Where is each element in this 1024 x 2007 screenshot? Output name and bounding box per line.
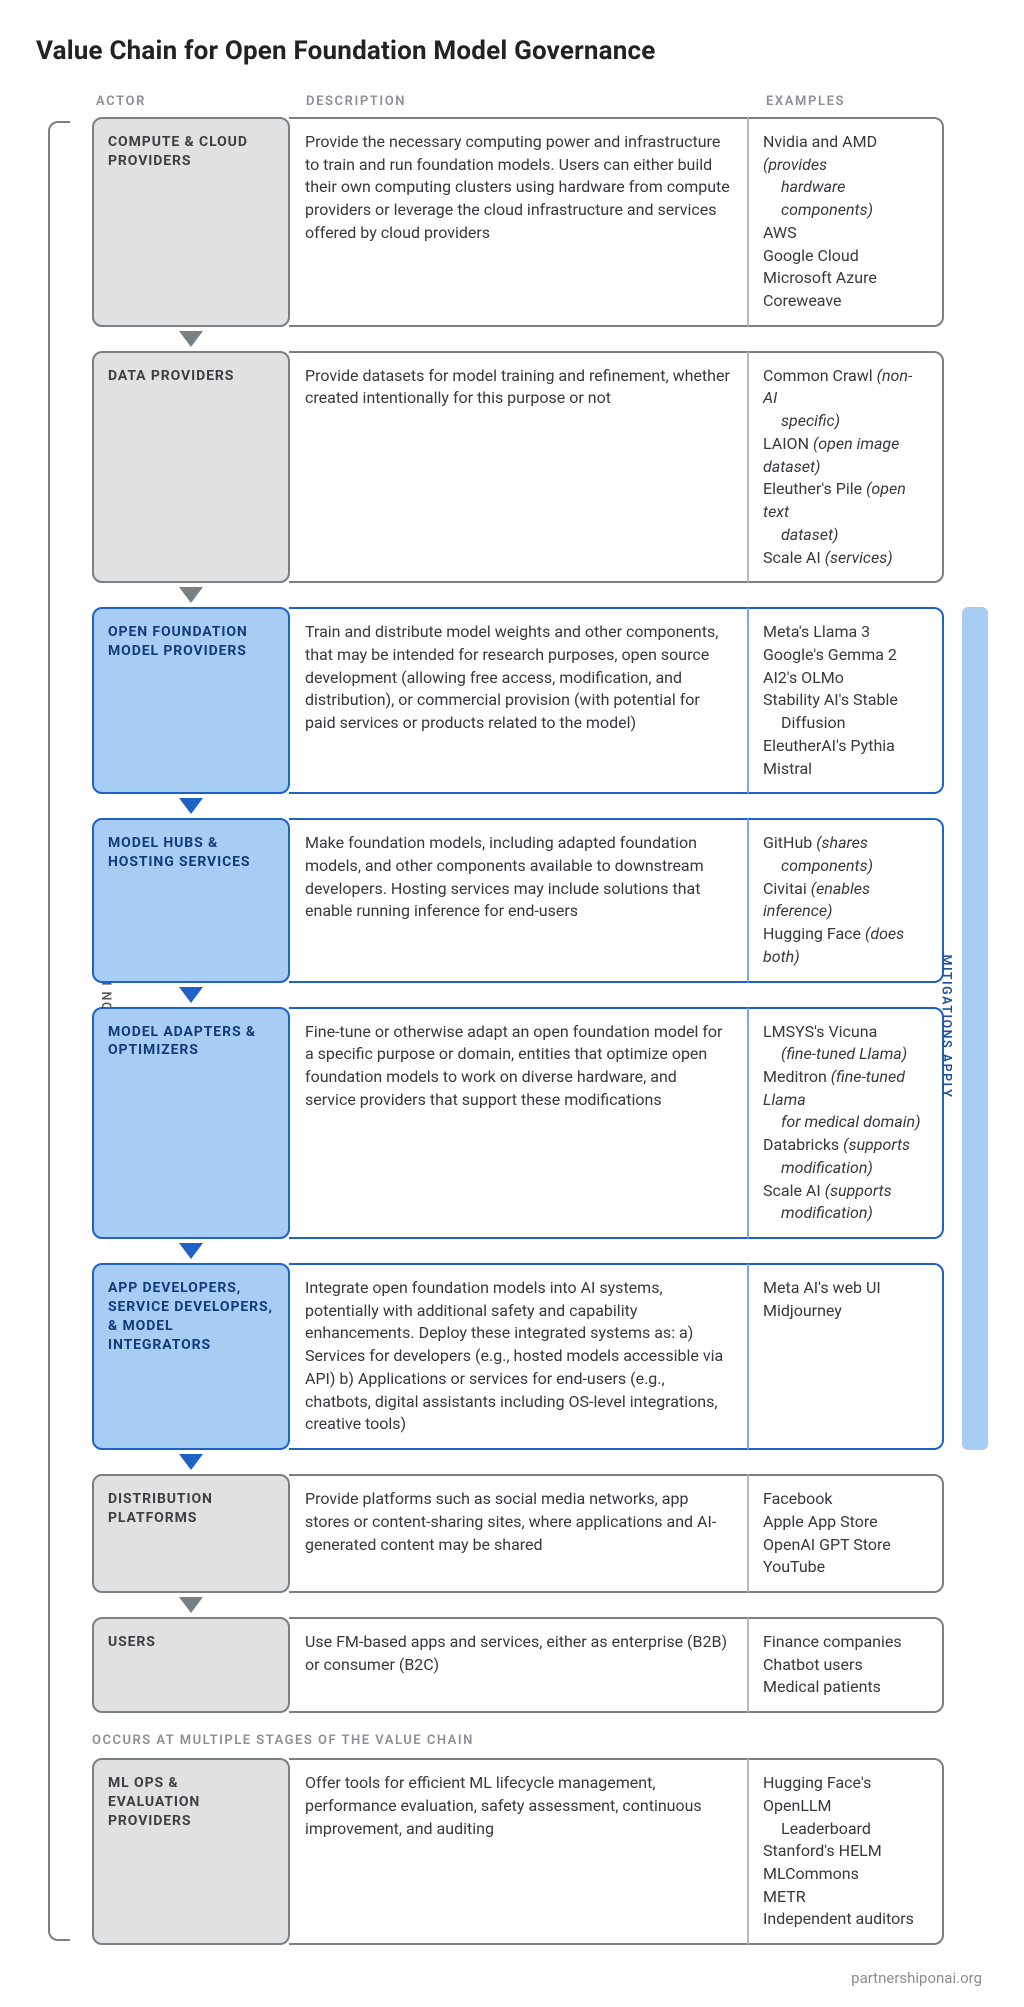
row-dist: DISTRIBUTION PLATFORMS Provide platforms… bbox=[92, 1474, 944, 1593]
header-description: DESCRIPTION bbox=[292, 94, 752, 109]
examples-compute: Nvidia and AMD (provideshardware compone… bbox=[747, 117, 944, 327]
row-ofm: OPEN FOUNDATION MODEL PROVIDERS Train an… bbox=[92, 607, 944, 794]
arrow-down-icon bbox=[92, 327, 944, 351]
actor-compute: COMPUTE & CLOUD PROVIDERS bbox=[92, 117, 290, 327]
rows-column: COMPUTE & CLOUD PROVIDERS Provide the ne… bbox=[92, 117, 944, 1713]
chart-wrapper: ML OPS & EVALUATION PROVIDERS COMPUTE & … bbox=[36, 117, 988, 1713]
left-rail: ML OPS & EVALUATION PROVIDERS bbox=[36, 117, 92, 1713]
description-adapters: Fine-tune or otherwise adapt an open fou… bbox=[289, 1007, 747, 1239]
arrow-down-icon bbox=[92, 983, 944, 1007]
description-dist: Provide platforms such as social media n… bbox=[289, 1474, 747, 1593]
description-ofm: Train and distribute model weights and o… bbox=[289, 607, 747, 794]
arrow-down-icon bbox=[92, 1593, 944, 1617]
examples-dist: FacebookApple App StoreOpenAI GPT StoreY… bbox=[747, 1474, 944, 1593]
description-hubs: Make foundation models, including adapte… bbox=[289, 818, 747, 982]
actor-adapters: MODEL ADAPTERS & OPTIMIZERS bbox=[92, 1007, 290, 1239]
actor-users: USERS bbox=[92, 1617, 290, 1713]
footer-credit: partnershiponai.org bbox=[36, 1969, 988, 1987]
description-data: Provide datasets for model training and … bbox=[289, 351, 747, 583]
row-adapters: MODEL ADAPTERS & OPTIMIZERS Fine-tune or… bbox=[92, 1007, 944, 1239]
mitigations-bar bbox=[962, 607, 988, 1450]
arrow-down-icon bbox=[92, 1450, 944, 1474]
examples-adapters: LMSYS's Vicuna(fine-tuned Llama)Meditron… bbox=[747, 1007, 944, 1239]
row-appdev: APP DEVELOPERS, SERVICE DEVELOPERS, & MO… bbox=[92, 1263, 944, 1450]
arrow-down-icon bbox=[92, 583, 944, 607]
actor-hubs: MODEL HUBS & HOSTING SERVICES bbox=[92, 818, 290, 982]
actor-mlops: ML OPS & EVALUATION PROVIDERS bbox=[92, 1758, 290, 1945]
actor-appdev: APP DEVELOPERS, SERVICE DEVELOPERS, & MO… bbox=[92, 1263, 290, 1450]
right-rail: MITIGATIONS APPLY bbox=[954, 117, 988, 1713]
arrow-down-icon bbox=[92, 794, 944, 818]
examples-mlops: Hugging Face's OpenLLMLeaderboardStanfor… bbox=[747, 1758, 944, 1945]
row-hubs: MODEL HUBS & HOSTING SERVICES Make found… bbox=[92, 818, 944, 982]
examples-users: Finance companiesChatbot usersMedical pa… bbox=[747, 1617, 944, 1713]
header-examples: EXAMPLES bbox=[752, 94, 988, 109]
arrow-down-icon bbox=[92, 1239, 944, 1263]
examples-appdev: Meta AI's web UIMidjourney bbox=[747, 1263, 944, 1450]
description-appdev: Integrate open foundation models into AI… bbox=[289, 1263, 747, 1450]
description-users: Use FM-based apps and services, either a… bbox=[289, 1617, 747, 1713]
row-compute: COMPUTE & CLOUD PROVIDERS Provide the ne… bbox=[92, 117, 944, 327]
actor-data: DATA PROVIDERS bbox=[92, 351, 290, 583]
mlops-column: ML OPS & EVALUATION PROVIDERS Offer tool… bbox=[92, 1758, 944, 1945]
mitigations-label: MITIGATIONS APPLY bbox=[939, 926, 954, 1126]
row-data: DATA PROVIDERS Provide datasets for mode… bbox=[92, 351, 944, 583]
header-actor: ACTOR bbox=[92, 94, 292, 109]
examples-data: Common Crawl (non-AIspecific)LAION (open… bbox=[747, 351, 944, 583]
mlops-wrapper: ML OPS & EVALUATION PROVIDERS Offer tool… bbox=[36, 1758, 988, 1945]
column-headers: ACTOR DESCRIPTION EXAMPLES bbox=[92, 94, 988, 109]
page-title: Value Chain for Open Foundation Model Go… bbox=[36, 36, 988, 66]
row-users: USERS Use FM-based apps and services, ei… bbox=[92, 1617, 944, 1713]
examples-hubs: GitHub (sharescomponents)Civitai (enable… bbox=[747, 818, 944, 982]
description-mlops: Offer tools for efficient ML lifecycle m… bbox=[289, 1758, 747, 1945]
actor-dist: DISTRIBUTION PLATFORMS bbox=[92, 1474, 290, 1593]
description-compute: Provide the necessary computing power an… bbox=[289, 117, 747, 327]
left-rail-spacer bbox=[36, 1758, 92, 1945]
right-rail-spacer bbox=[954, 1758, 988, 1945]
left-bracket bbox=[48, 121, 70, 1941]
multi-stage-label: OCCURS AT MULTIPLE STAGES OF THE VALUE C… bbox=[92, 1733, 988, 1748]
examples-ofm: Meta's Llama 3Google's Gemma 2AI2's OLMo… bbox=[747, 607, 944, 794]
actor-ofm: OPEN FOUNDATION MODEL PROVIDERS bbox=[92, 607, 290, 794]
row-mlops: ML OPS & EVALUATION PROVIDERS Offer tool… bbox=[92, 1758, 944, 1945]
